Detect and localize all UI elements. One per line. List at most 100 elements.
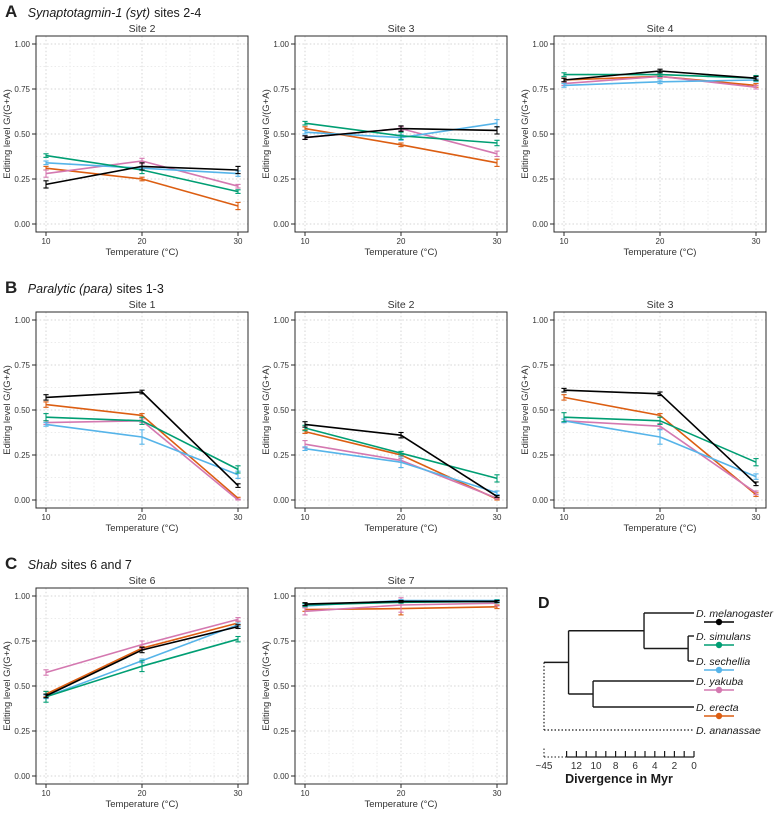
chart-svg: 0.00 0.25 0.50 0.75 1.00 10 20 30 Site 1 Temperat… bbox=[2, 299, 249, 534]
svg-text:20: 20 bbox=[138, 237, 147, 246]
svg-text:~45: ~45 bbox=[536, 761, 553, 772]
svg-text:Temperature (°C): Temperature (°C) bbox=[365, 523, 438, 534]
svg-text:0.25: 0.25 bbox=[14, 175, 30, 184]
chart-svg: 0.00 0.25 0.50 0.75 1.00 10 20 30 Site 7 Temperat… bbox=[261, 575, 508, 810]
svg-text:0.75: 0.75 bbox=[532, 85, 548, 94]
svg-text:0.75: 0.75 bbox=[273, 637, 289, 646]
gene-name: Shab bbox=[27, 558, 57, 572]
chart-svg: 0.00 0.25 0.50 0.75 1.00 10 20 30 Site 2 Temperat… bbox=[261, 299, 508, 534]
svg-text:D: D bbox=[538, 595, 550, 612]
svg-text:10: 10 bbox=[42, 237, 51, 246]
gene-name: Paralytic (para) bbox=[27, 282, 113, 296]
section-c-header: C Shab sites 6 and 7 bbox=[0, 552, 778, 574]
svg-text:0.50: 0.50 bbox=[273, 682, 289, 691]
chart-syt-site4: 0.00 0.25 0.50 0.75 1.00 10 20 30 Site 4 Temperat… bbox=[518, 22, 777, 264]
svg-text:D. ananassae: D. ananassae bbox=[696, 725, 761, 737]
svg-text:20: 20 bbox=[138, 513, 147, 522]
svg-text:0.50: 0.50 bbox=[14, 682, 30, 691]
svg-text:30: 30 bbox=[234, 789, 243, 798]
section-b-header: B Paralytic (para) sites 1-3 bbox=[0, 276, 778, 298]
svg-text:Editing level G/(G+A): Editing level G/(G+A) bbox=[261, 365, 272, 455]
svg-text:0.00: 0.00 bbox=[14, 220, 30, 229]
svg-text:0.00: 0.00 bbox=[532, 496, 548, 505]
chart-syt-site2: 0.00 0.25 0.50 0.75 1.00 10 20 30 Site 2 Temperat… bbox=[0, 22, 259, 264]
svg-text:1.00: 1.00 bbox=[14, 40, 30, 49]
svg-text:Site 3: Site 3 bbox=[388, 23, 415, 35]
chart-svg: 0.00 0.25 0.50 0.75 1.00 10 20 30 Site 4 Temperat… bbox=[520, 23, 767, 258]
svg-text:Temperature (°C): Temperature (°C) bbox=[106, 523, 179, 534]
chart-svg: 0.00 0.25 0.50 0.75 1.00 10 20 30 Site 2 Temperat… bbox=[2, 23, 249, 258]
svg-text:1.00: 1.00 bbox=[14, 592, 30, 601]
svg-text:0.75: 0.75 bbox=[14, 85, 30, 94]
svg-text:Editing level G/(G+A): Editing level G/(G+A) bbox=[2, 641, 13, 731]
svg-text:D. sechellia: D. sechellia bbox=[696, 656, 750, 668]
svg-text:D. melanogaster: D. melanogaster bbox=[696, 608, 774, 620]
section-a-header: A Synaptotagmin-1 (syt) sites 2-4 bbox=[0, 0, 778, 22]
svg-text:10: 10 bbox=[590, 761, 602, 772]
svg-text:6: 6 bbox=[632, 761, 638, 772]
svg-text:0.25: 0.25 bbox=[273, 175, 289, 184]
svg-text:0.50: 0.50 bbox=[532, 130, 548, 139]
svg-text:Site 7: Site 7 bbox=[388, 575, 415, 587]
svg-text:0.00: 0.00 bbox=[273, 772, 289, 781]
svg-text:0.25: 0.25 bbox=[14, 727, 30, 736]
panel-c-title: Shab sites 6 and 7 bbox=[28, 558, 132, 572]
svg-text:Temperature (°C): Temperature (°C) bbox=[106, 799, 179, 810]
svg-text:0.75: 0.75 bbox=[14, 361, 30, 370]
chart-para-site2: 0.00 0.25 0.50 0.75 1.00 10 20 30 Site 2 Temperat… bbox=[259, 298, 518, 540]
chart-shab-site7: 0.00 0.25 0.50 0.75 1.00 10 20 30 Site 7 Temperat… bbox=[259, 574, 518, 816]
svg-text:0.50: 0.50 bbox=[14, 406, 30, 415]
panel-b-label: B bbox=[5, 278, 18, 297]
svg-text:D. simulans: D. simulans bbox=[696, 631, 752, 643]
svg-text:0: 0 bbox=[691, 761, 697, 772]
gene-name: Synaptotagmin-1 (syt) bbox=[27, 6, 151, 20]
svg-text:10: 10 bbox=[42, 789, 51, 798]
svg-text:Site 3: Site 3 bbox=[647, 299, 674, 311]
svg-text:0.75: 0.75 bbox=[273, 85, 289, 94]
svg-text:1.00: 1.00 bbox=[273, 40, 289, 49]
phylogeny-svg: D. melanogaster D. simulans D. sechellia D.… bbox=[536, 595, 774, 786]
svg-text:10: 10 bbox=[560, 237, 569, 246]
svg-text:10: 10 bbox=[301, 789, 310, 798]
svg-text:12: 12 bbox=[571, 761, 583, 772]
svg-text:1.00: 1.00 bbox=[273, 316, 289, 325]
svg-text:20: 20 bbox=[656, 237, 665, 246]
svg-text:Editing level G/(G+A): Editing level G/(G+A) bbox=[261, 641, 272, 731]
svg-text:Site 2: Site 2 bbox=[129, 23, 156, 35]
svg-text:10: 10 bbox=[301, 513, 310, 522]
svg-text:30: 30 bbox=[752, 513, 761, 522]
panel-c-label: C bbox=[5, 554, 18, 573]
sites-suffix: sites 1-3 bbox=[116, 282, 164, 296]
svg-text:0.75: 0.75 bbox=[273, 361, 289, 370]
svg-text:0.25: 0.25 bbox=[14, 451, 30, 460]
svg-text:20: 20 bbox=[397, 237, 406, 246]
svg-text:30: 30 bbox=[493, 237, 502, 246]
svg-text:D. yakuba: D. yakuba bbox=[696, 676, 743, 688]
chart-syt-site3: 0.00 0.25 0.50 0.75 1.00 10 20 30 Site 3 Temperat… bbox=[259, 22, 518, 264]
svg-text:Editing level G/(G+A): Editing level G/(G+A) bbox=[520, 365, 531, 455]
svg-text:10: 10 bbox=[560, 513, 569, 522]
charts-row-a: 0.00 0.25 0.50 0.75 1.00 10 20 30 Site 2 Temperat… bbox=[0, 22, 778, 264]
svg-text:Site 2: Site 2 bbox=[388, 299, 415, 311]
panel-b-title: Paralytic (para) sites 1-3 bbox=[28, 282, 164, 296]
svg-text:10: 10 bbox=[301, 237, 310, 246]
svg-text:30: 30 bbox=[752, 237, 761, 246]
phylogenetic-tree-panel: D. melanogaster D. simulans D. sechellia D.… bbox=[518, 574, 778, 816]
svg-text:Temperature (°C): Temperature (°C) bbox=[106, 247, 179, 258]
svg-text:0.00: 0.00 bbox=[273, 496, 289, 505]
svg-text:1.00: 1.00 bbox=[532, 40, 548, 49]
svg-text:1.00: 1.00 bbox=[532, 316, 548, 325]
chart-svg: 0.00 0.25 0.50 0.75 1.00 10 20 30 Site 3 Temperat… bbox=[261, 23, 508, 258]
sites-suffix: sites 2-4 bbox=[154, 6, 202, 20]
svg-text:20: 20 bbox=[397, 513, 406, 522]
svg-text:20: 20 bbox=[397, 789, 406, 798]
sites-suffix: sites 6 and 7 bbox=[60, 558, 132, 572]
svg-text:Site 4: Site 4 bbox=[647, 23, 674, 35]
svg-text:1.00: 1.00 bbox=[14, 316, 30, 325]
svg-text:0.50: 0.50 bbox=[273, 130, 289, 139]
svg-text:0.50: 0.50 bbox=[273, 406, 289, 415]
svg-text:Editing level G/(G+A): Editing level G/(G+A) bbox=[2, 365, 13, 455]
svg-text:30: 30 bbox=[234, 237, 243, 246]
svg-text:Editing level G/(G+A): Editing level G/(G+A) bbox=[520, 89, 531, 179]
svg-text:Site 6: Site 6 bbox=[129, 575, 156, 587]
